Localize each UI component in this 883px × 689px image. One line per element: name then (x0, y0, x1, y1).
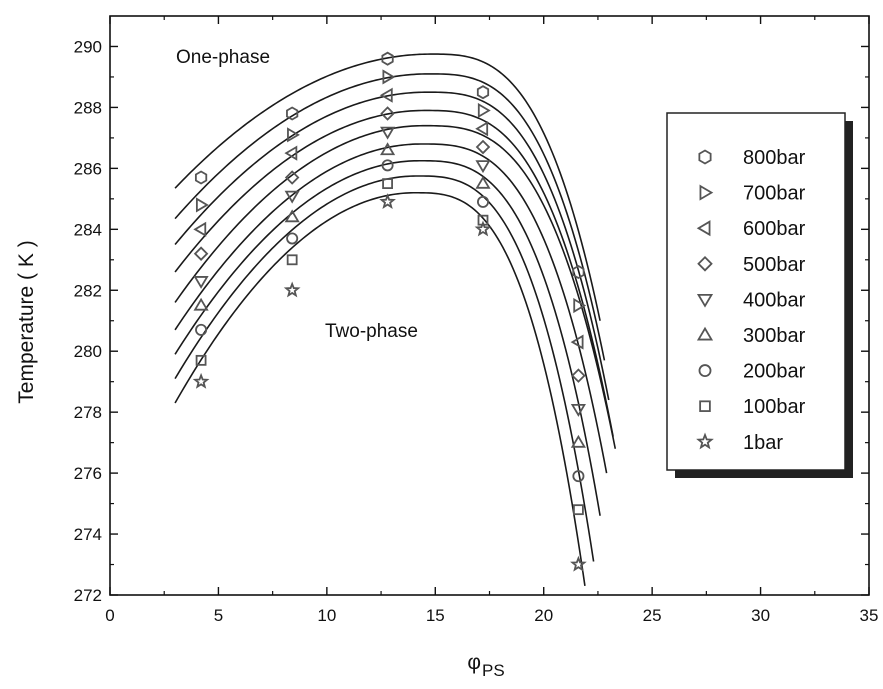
fit-curve-1bar (174, 191, 586, 586)
y-tick-label: 280 (74, 342, 102, 361)
y-tick-label: 290 (74, 37, 102, 56)
data-point-100bar (286, 254, 298, 266)
y-tick-label: 272 (74, 586, 102, 605)
legend-label-400bar: 400bar (743, 289, 806, 311)
data-point-500bar (571, 368, 586, 383)
x-tick-label: 10 (317, 606, 336, 625)
data-point-1bar (192, 372, 210, 389)
legend-label-600bar: 600bar (743, 218, 806, 240)
x-tick-label: 20 (534, 606, 553, 625)
data-point-200bar (476, 195, 489, 208)
data-point-600bar (475, 121, 489, 137)
data-point-1bar (570, 555, 587, 572)
legend-marker-200bar (698, 364, 712, 378)
legend-marker-300bar (696, 326, 714, 341)
annotation-one-phase: One-phase (176, 47, 270, 68)
legend-marker-800bar (698, 149, 712, 165)
x-axis-title-subscript: PS (482, 661, 505, 680)
data-point-400bar (570, 404, 586, 417)
data-point-400bar (193, 276, 209, 289)
x-axis-title: φ (467, 651, 481, 674)
fit-curve-400bar (174, 124, 617, 449)
y-tick-label: 286 (74, 159, 102, 178)
data-point-800bar (476, 85, 490, 100)
y-tick-label: 278 (74, 403, 102, 422)
data-point-800bar (286, 106, 299, 121)
data-point-300bar (570, 434, 586, 448)
data-point-400bar (284, 190, 300, 204)
data-point-400bar (475, 160, 491, 174)
data-point-600bar (193, 221, 207, 237)
x-tick-label: 0 (105, 606, 114, 625)
data-point-500bar (284, 170, 300, 185)
data-point-200bar (286, 232, 299, 245)
legend-marker-400bar (696, 293, 714, 308)
y-tick-label: 274 (74, 525, 102, 544)
fit-curve-300bar (174, 143, 608, 474)
legend-marker-500bar (697, 256, 713, 272)
legend: 800bar 700bar 600bar 500bar 400bar 300bar 200b… (666, 112, 853, 478)
fit-curve-800bar (174, 53, 601, 321)
fit-curve-200bar (174, 159, 601, 516)
data-point-700bar (477, 102, 491, 119)
data-point-700bar (573, 297, 587, 314)
data-point-500bar (475, 139, 491, 155)
annotation-two-phase: Two-phase (325, 321, 418, 342)
x-tick-label: 15 (426, 606, 445, 625)
legend-label-800bar: 800bar (743, 147, 806, 169)
data-point-300bar (380, 142, 396, 156)
data-point-600bar (379, 87, 393, 103)
data-point-1bar (283, 281, 301, 298)
data-point-400bar (380, 126, 396, 140)
legend-label-100bar: 100bar (743, 396, 806, 418)
y-tick-label: 288 (74, 98, 102, 117)
x-tick-label: 30 (751, 606, 770, 625)
legend-marker-100bar (699, 400, 711, 412)
y-tick-label: 276 (74, 464, 102, 483)
data-markers (192, 51, 587, 572)
x-tick-label: 35 (860, 606, 879, 625)
y-tick-label: 282 (74, 281, 102, 300)
data-point-1bar (474, 220, 492, 237)
ticks: 0 5 10 15 20 25 30 35 272 274 276 278 280 282 284 286 28… (74, 16, 879, 625)
data-point-700bar (382, 69, 396, 85)
data-point-300bar (284, 209, 300, 223)
fit-curve-700bar (174, 73, 606, 361)
data-point-200bar (381, 159, 394, 172)
data-point-500bar (380, 106, 395, 121)
legend-marker-700bar (699, 184, 714, 201)
data-point-1bar (379, 193, 396, 210)
legend-box (666, 112, 846, 471)
data-point-300bar (193, 297, 209, 311)
legend-label-700bar: 700bar (743, 183, 806, 205)
legend-label-300bar: 300bar (743, 325, 806, 347)
data-point-300bar (475, 175, 491, 189)
data-point-800bar (572, 264, 585, 280)
x-tick-label: 25 (643, 606, 662, 625)
data-point-100bar (195, 354, 207, 366)
data-point-600bar (284, 145, 298, 161)
x-tick-label: 5 (214, 606, 223, 625)
data-point-800bar (381, 51, 394, 66)
legend-marker-600bar (696, 220, 711, 237)
data-point-800bar (194, 170, 208, 185)
data-point-500bar (193, 246, 209, 261)
data-point-100bar (382, 178, 393, 190)
data-point-600bar (570, 334, 584, 350)
y-tick-label: 284 (74, 220, 102, 239)
data-point-700bar (195, 197, 209, 213)
data-point-200bar (195, 323, 208, 336)
data-point-700bar (287, 127, 300, 143)
legend-label-200bar: 200bar (743, 361, 806, 383)
y-axis-title: Temperature ( K ) (15, 240, 38, 403)
data-point-200bar (572, 470, 585, 483)
legend-label-500bar: 500bar (743, 254, 806, 276)
legend-label-1bar: 1bar (743, 432, 783, 454)
legend-marker-1bar (696, 432, 714, 450)
legend-items: 800bar 700bar 600bar 500bar 400bar 300bar 200b… (696, 147, 806, 454)
data-point-100bar (573, 504, 584, 516)
